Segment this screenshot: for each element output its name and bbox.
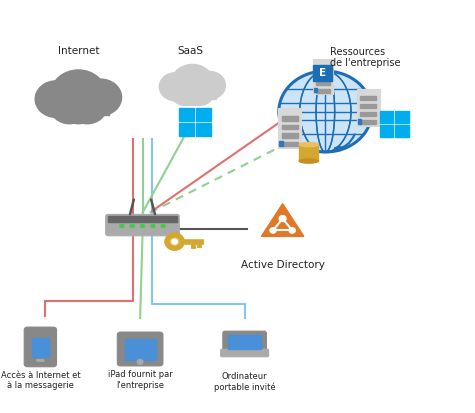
Circle shape (171, 64, 213, 101)
Circle shape (39, 360, 41, 361)
Circle shape (51, 70, 106, 118)
FancyBboxPatch shape (313, 59, 333, 94)
Text: iPad fournit par
l'entreprise: iPad fournit par l'entreprise (108, 370, 172, 390)
Bar (380, 125, 393, 137)
Text: Ressources
de l'entreprise: Ressources de l'entreprise (331, 47, 401, 68)
Text: E: E (319, 68, 326, 78)
Bar (282, 125, 298, 129)
Bar (360, 104, 376, 109)
Bar (314, 65, 332, 81)
Bar (124, 339, 156, 360)
Circle shape (61, 94, 95, 124)
Bar (316, 66, 330, 70)
Bar (395, 125, 409, 137)
FancyBboxPatch shape (108, 216, 177, 222)
Text: Ordinateur
portable invité: Ordinateur portable invité (214, 372, 276, 392)
Ellipse shape (299, 142, 318, 147)
Circle shape (141, 224, 144, 228)
Bar (282, 142, 298, 147)
FancyBboxPatch shape (223, 331, 266, 353)
Bar (32, 339, 49, 357)
Circle shape (80, 79, 122, 116)
Circle shape (193, 71, 226, 100)
Bar (316, 74, 330, 78)
Bar (179, 108, 193, 121)
Text: Accès à Internet et
à la messagerie: Accès à Internet et à la messagerie (0, 371, 80, 390)
Text: Active Directory: Active Directory (241, 260, 324, 270)
Circle shape (130, 224, 134, 228)
FancyBboxPatch shape (220, 349, 269, 357)
Bar (299, 145, 318, 161)
Circle shape (167, 235, 182, 248)
Circle shape (279, 71, 372, 152)
Bar (360, 120, 376, 124)
FancyBboxPatch shape (117, 332, 163, 366)
Bar (179, 123, 193, 136)
FancyBboxPatch shape (278, 109, 301, 148)
Circle shape (184, 80, 214, 106)
FancyBboxPatch shape (357, 89, 380, 126)
FancyBboxPatch shape (24, 327, 57, 367)
Polygon shape (261, 204, 304, 236)
Circle shape (68, 90, 107, 123)
Bar (358, 119, 361, 124)
Circle shape (289, 228, 295, 233)
Circle shape (161, 224, 165, 228)
Bar (48, 100, 109, 115)
Text: SaaS: SaaS (177, 46, 203, 56)
Circle shape (279, 216, 286, 221)
Circle shape (120, 224, 124, 228)
Bar (228, 335, 261, 349)
Bar (282, 116, 298, 121)
Bar (360, 112, 376, 116)
FancyBboxPatch shape (105, 214, 179, 236)
Circle shape (172, 239, 177, 244)
Bar (316, 81, 330, 85)
Bar (282, 133, 298, 138)
Bar (360, 96, 376, 100)
Bar (196, 123, 211, 136)
Circle shape (42, 360, 44, 361)
Bar (316, 89, 330, 93)
Bar (196, 108, 211, 121)
Circle shape (35, 81, 77, 117)
Bar (169, 88, 216, 99)
Bar (380, 111, 393, 123)
FancyArrowPatch shape (335, 134, 355, 151)
Circle shape (50, 90, 89, 123)
Circle shape (171, 80, 200, 106)
Circle shape (137, 360, 143, 364)
Bar (314, 88, 317, 92)
Bar (395, 111, 409, 123)
Bar (279, 141, 283, 146)
Circle shape (180, 83, 205, 106)
Circle shape (270, 228, 276, 233)
Circle shape (151, 224, 155, 228)
Text: Internet: Internet (57, 46, 99, 56)
Circle shape (159, 73, 191, 101)
Ellipse shape (299, 159, 318, 163)
Circle shape (37, 360, 39, 361)
